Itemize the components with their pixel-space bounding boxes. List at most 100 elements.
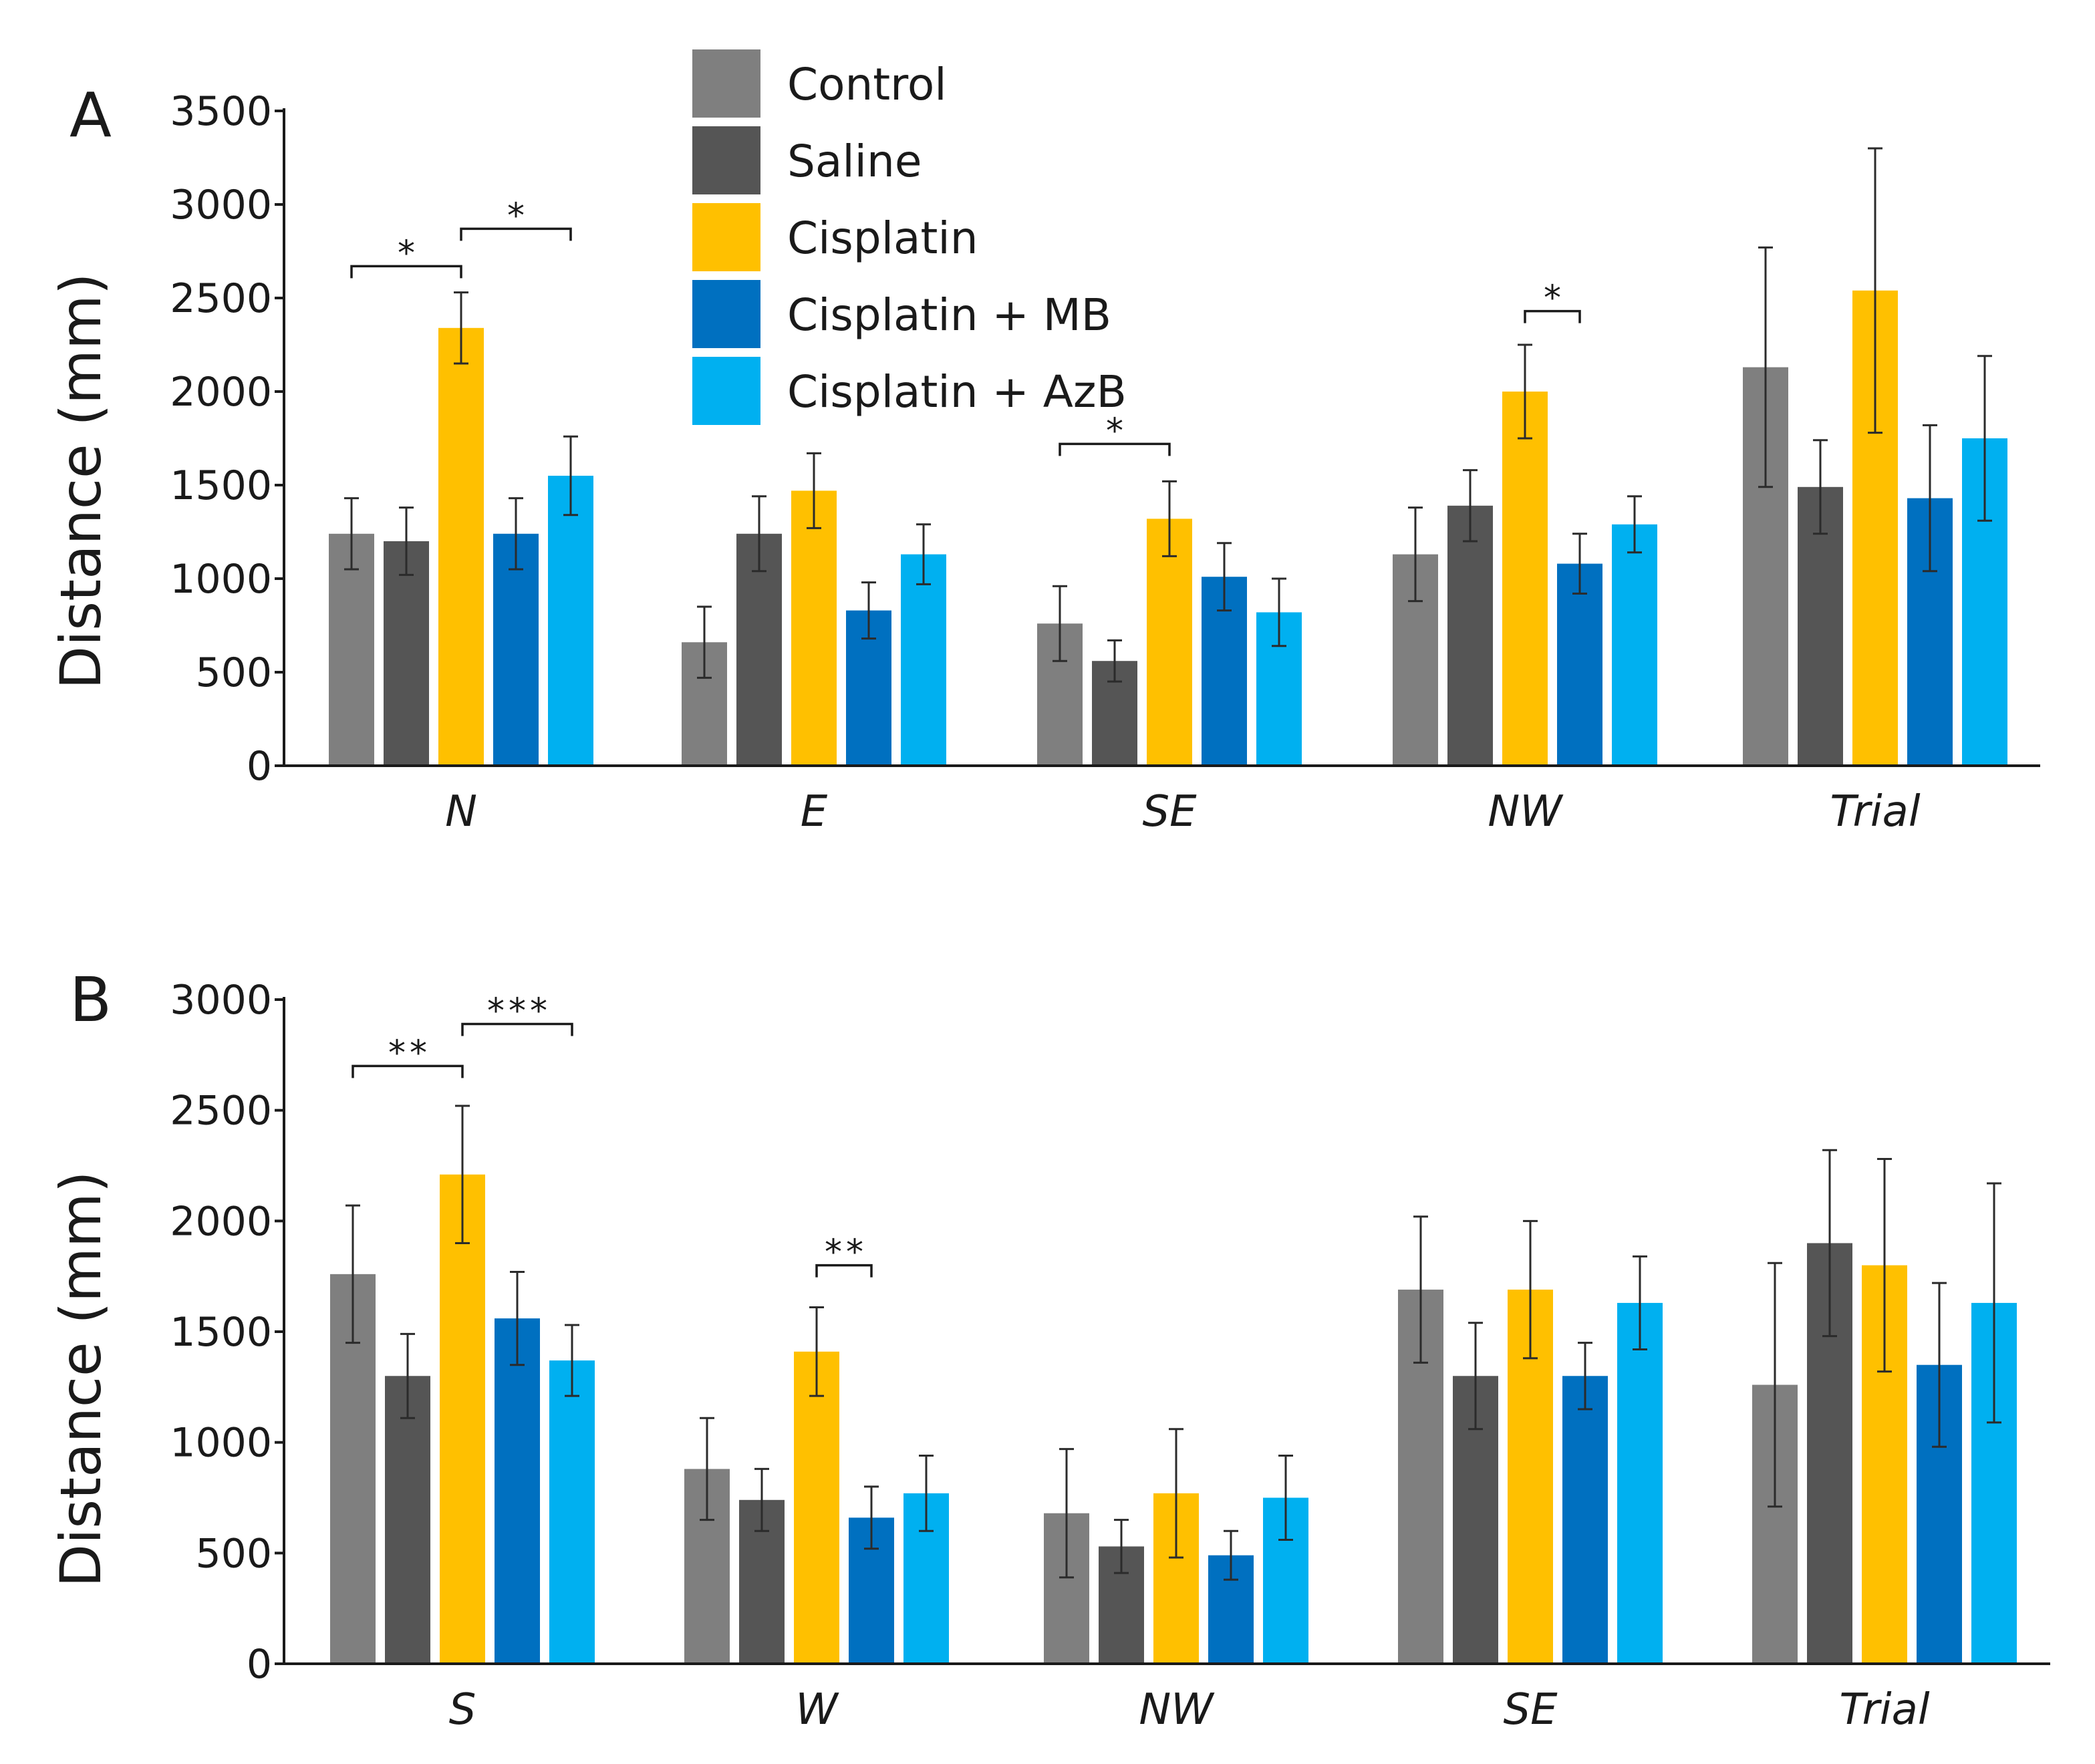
panel-a-error-bar-se-2: [1162, 480, 1177, 557]
panel-a-error-bar-nw-2: [1518, 343, 1532, 440]
panel-b-error-bar-trial-2: [1877, 1158, 1892, 1373]
panel-b-error-bar-nw-0: [1059, 1448, 1074, 1579]
panel-a-category-label-trial: Trial: [1830, 787, 1920, 837]
panel-b-category-label-s: S: [449, 1685, 476, 1735]
panel-a: A Distance (mm) 0 500 1000 1500 2000 2500 3000…: [48, 80, 2040, 837]
panel-b-bar-s-2: [440, 1174, 485, 1664]
panel-a-significance-bracket-3: [1524, 309, 1581, 323]
panel-a-error-bar-trial-2: [1868, 147, 1882, 434]
panel-b-y-tick-label-500: 500: [195, 1530, 272, 1577]
panel-b-error-bar-trial-4: [1987, 1182, 2001, 1424]
panel-b-bar-se-4: [1617, 1302, 1663, 1664]
panel-b-category-label-nw: NW: [1139, 1685, 1215, 1735]
panel-b-y-tick-label-1000: 1000: [170, 1420, 272, 1467]
panel-a-significance-bracket-1: [460, 227, 572, 241]
panel-a-letter: A: [69, 80, 112, 151]
panel-a-significance-bracket-0: [350, 265, 462, 279]
panel-b-significance-bracket-2: [815, 1264, 873, 1278]
panel-a-bar-n-4: [548, 476, 593, 766]
panel-a-error-bar-n-1: [399, 506, 414, 576]
panel-a-bar-nw-4: [1612, 524, 1657, 766]
panel-b-error-bar-se-0: [1413, 1215, 1428, 1364]
panel-a-bar-n-0: [329, 533, 374, 766]
panel-b-bar-s-1: [385, 1376, 430, 1664]
panel-a-error-bar-n-2: [454, 291, 468, 365]
panel-a-plot-area: 0 500 1000 1500 2000 2500 3000 3500 N E SE NW Trial *…: [170, 88, 2040, 837]
panel-a-error-bar-nw-3: [1572, 533, 1587, 595]
panel-b-error-bar-w-2: [809, 1306, 824, 1397]
panel-b-error-bar-trial-0: [1768, 1262, 1782, 1508]
panel-a-error-bar-trial-3: [1923, 424, 1937, 573]
panel-b-letter: B: [69, 964, 112, 1036]
panel-b-error-bar-s-2: [455, 1105, 470, 1244]
panel-b-error-bar-s-3: [510, 1271, 525, 1366]
panel-a-y-tick-label-3500: 3500: [170, 88, 272, 135]
panel-a-error-bar-e-3: [861, 581, 876, 640]
panel-b-error-bar-s-0: [345, 1204, 360, 1344]
panel-b-bar-s-3: [495, 1318, 540, 1664]
panel-a-y-tick-label-2500: 2500: [170, 275, 272, 322]
panel-b-error-bar-se-4: [1633, 1255, 1647, 1351]
panel-b: B Distance (mm) 0 500 1000 1500 2000 2500 3000…: [48, 964, 2050, 1735]
panel-a-bar-e-2: [791, 490, 837, 766]
panel-b-bar-s-4: [549, 1360, 595, 1664]
panel-a-bar-n-3: [493, 533, 539, 766]
panel-b-significance-label-1: ***: [487, 991, 551, 1031]
legend-swatch-2: [692, 203, 760, 271]
panel-a-error-bar-se-3: [1217, 542, 1232, 612]
panel-b-error-bar-nw-1: [1114, 1519, 1129, 1574]
panel-a-y-axis-label: Distance (mm): [48, 273, 114, 689]
panel-b-error-bar-nw-3: [1224, 1529, 1238, 1581]
legend-label-1: Saline: [787, 136, 922, 187]
panel-b-category-label-trial: Trial: [1839, 1685, 1929, 1735]
legend-swatch-1: [692, 126, 760, 194]
panel-b-error-bar-se-2: [1523, 1219, 1538, 1360]
panel-a-category-label-se: SE: [1142, 787, 1197, 837]
panel-b-y-tick-label-2500: 2500: [170, 1088, 272, 1135]
panel-a-significance-bracket-2: [1059, 442, 1171, 456]
panel-a-y-tick-label-2000: 2000: [170, 369, 272, 416]
panel-a-bar-n-1: [384, 541, 429, 766]
panel-a-error-bar-n-3: [509, 497, 523, 571]
panel-b-significance-bracket-0: [352, 1064, 464, 1078]
panel-b-y-tick-label-1500: 1500: [170, 1309, 272, 1356]
panel-a-y-tick-label-0: 0: [247, 743, 272, 790]
panel-a-error-bar-e-1: [752, 495, 766, 573]
panel-a-error-bar-se-4: [1272, 577, 1286, 647]
panel-a-y-tick-label-1000: 1000: [170, 556, 272, 603]
panel-b-error-bar-se-1: [1468, 1322, 1483, 1431]
panel-a-error-bar-n-0: [344, 497, 359, 571]
panel-a-bar-e-1: [736, 533, 782, 766]
panel-a-error-bar-se-0: [1053, 585, 1067, 662]
panel-a-significance-label-3: *: [1544, 279, 1565, 319]
legend-swatch-4: [692, 357, 760, 425]
panel-a-bar-nw-2: [1502, 392, 1548, 766]
panel-b-significance-bracket-1: [461, 1022, 573, 1036]
panel-a-error-bar-nw-0: [1408, 506, 1423, 603]
panel-a-error-bar-e-0: [697, 605, 712, 679]
panel-a-error-bar-trial-4: [1977, 355, 1992, 522]
panel-b-error-bar-nw-4: [1278, 1455, 1293, 1541]
panel-b-error-bar-s-1: [400, 1332, 415, 1419]
panel-b-y-tick-label-2000: 2000: [170, 1198, 272, 1245]
legend-label-0: Control: [787, 59, 947, 110]
panel-b-bar-se-3: [1562, 1376, 1608, 1664]
panel-b-error-bar-s-4: [565, 1324, 579, 1397]
panel-b-error-bar-se-3: [1578, 1342, 1592, 1411]
panel-b-y-tick-label-0: 0: [247, 1641, 272, 1688]
panel-b-error-bar-w-4: [919, 1455, 934, 1532]
panel-a-error-bar-se-1: [1107, 639, 1122, 683]
legend-swatch-3: [692, 280, 760, 348]
panel-b-error-bar-nw-2: [1169, 1428, 1183, 1559]
panel-a-bar-nw-1: [1447, 505, 1493, 766]
panel-b-significance-label-0: **: [388, 1033, 431, 1073]
panel-b-error-bar-trial-3: [1932, 1282, 1947, 1448]
legend-label-4: Cisplatin + AzB: [787, 366, 1127, 418]
panel-a-category-label-nw: NW: [1488, 787, 1564, 837]
panel-b-y-axis-label: Distance (mm): [48, 1171, 114, 1587]
panel-a-significance-label-0: *: [398, 233, 419, 273]
panel-a-significance-label-1: *: [507, 196, 529, 236]
panel-b-bar-w-2: [794, 1351, 839, 1664]
